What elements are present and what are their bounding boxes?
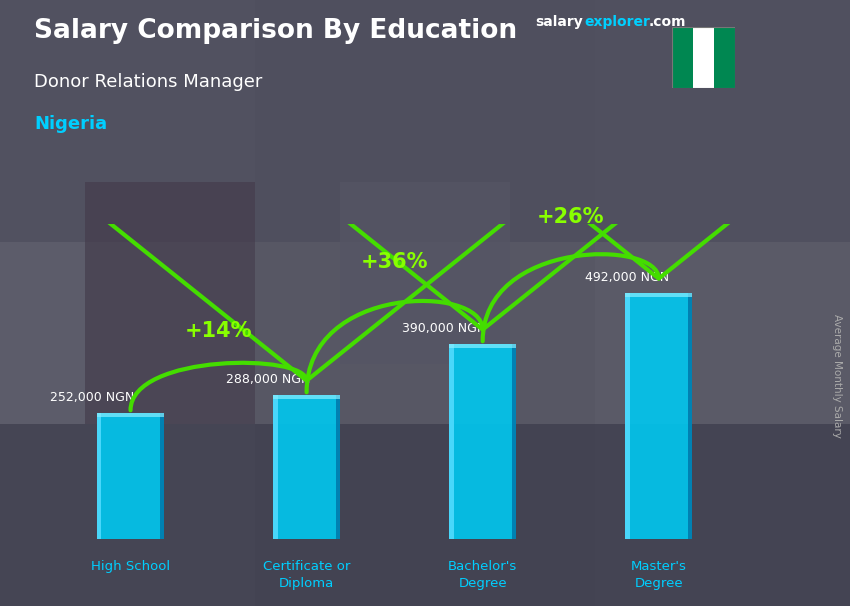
Bar [85,182,255,424]
Bar [336,395,340,539]
Bar [512,344,516,539]
Bar [714,27,735,88]
Text: .com: .com [649,15,686,29]
Text: +36%: +36% [361,252,428,272]
Bar [595,0,850,606]
Bar [160,413,164,539]
Bar [626,293,692,297]
Text: 252,000 NGN: 252,000 NGN [49,391,134,404]
Bar [0,0,255,606]
Bar [273,395,278,539]
Text: 492,000 NGN: 492,000 NGN [585,271,669,284]
Bar [672,27,693,88]
Text: 390,000 NGN: 390,000 NGN [402,322,486,335]
Text: +26%: +26% [537,207,604,227]
Text: 288,000 NGN: 288,000 NGN [226,373,310,386]
Bar [626,293,630,539]
Text: explorer: explorer [585,15,651,29]
Bar [273,395,340,399]
Bar [0,424,850,606]
Bar [97,413,164,417]
Text: Average Monthly Salary: Average Monthly Salary [832,314,842,438]
Bar [340,182,510,364]
Bar [449,344,516,348]
Text: Nigeria: Nigeria [34,115,107,133]
Bar [97,413,101,539]
Text: Master's
Degree: Master's Degree [631,561,687,590]
Text: salary: salary [536,15,583,29]
Text: High School: High School [91,561,170,573]
Bar [449,344,454,539]
FancyArrowPatch shape [381,56,850,341]
FancyArrowPatch shape [29,158,585,410]
Text: +14%: +14% [184,321,252,341]
Bar [0,0,850,242]
Text: Salary Comparison By Education: Salary Comparison By Education [34,18,517,44]
Bar [273,395,340,539]
Text: Donor Relations Manager: Donor Relations Manager [34,73,263,91]
Bar [688,293,692,539]
Bar [693,27,714,88]
Bar [626,293,692,539]
Text: Certificate or
Diploma: Certificate or Diploma [263,561,350,590]
Text: Bachelor's
Degree: Bachelor's Degree [448,561,518,590]
FancyArrowPatch shape [205,107,761,392]
Bar [255,0,595,606]
Bar [449,344,516,539]
Bar [97,413,164,539]
